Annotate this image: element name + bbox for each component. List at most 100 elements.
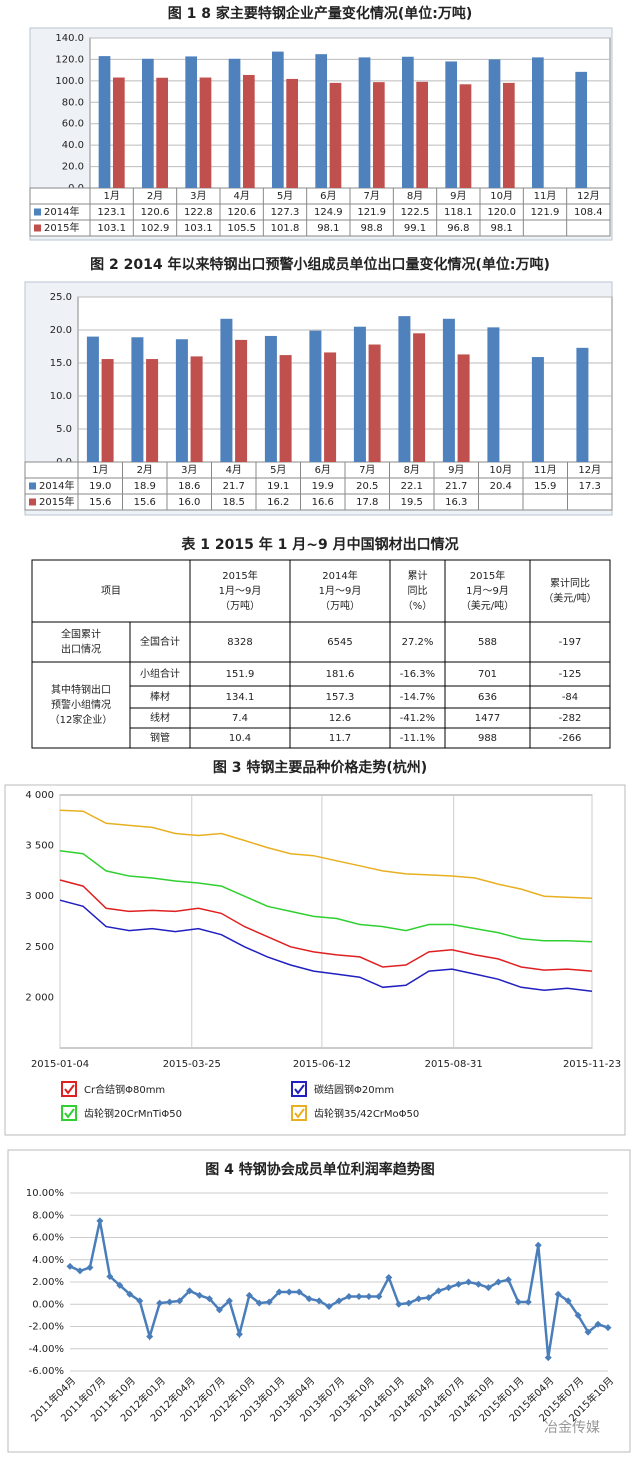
x-tick-label: 3月	[181, 464, 197, 476]
y-tick-label: 4 000	[25, 790, 54, 801]
bar	[324, 352, 337, 462]
bar	[242, 74, 255, 188]
point-marker	[554, 1290, 562, 1298]
legend-check	[64, 1084, 75, 1095]
watermark: 冶金传媒	[544, 1420, 600, 1436]
x-tick-label: 2015-03-25	[163, 1059, 221, 1070]
bar	[576, 347, 589, 462]
table-header: 2014年	[322, 569, 357, 582]
bar	[228, 58, 241, 189]
point-marker	[544, 1354, 552, 1362]
point-marker	[86, 1264, 94, 1272]
table-header: （美元/吨）	[543, 592, 596, 605]
data-label: 122.8	[184, 207, 213, 218]
x-tick-label: 11月	[534, 190, 557, 202]
x-tick-label: 1月	[92, 464, 108, 476]
bar	[235, 339, 248, 462]
data-label: 120.6	[141, 207, 170, 218]
x-tick-label: 2015-06-12	[293, 1059, 351, 1070]
bar	[442, 318, 455, 462]
y-tick-label: 8.00%	[32, 1210, 64, 1221]
table-frame	[31, 559, 611, 749]
point-marker	[534, 1241, 542, 1249]
row-name: 线材	[150, 711, 170, 724]
point-marker	[395, 1300, 403, 1308]
group-label: （12家企业）	[50, 713, 113, 726]
row-name: 棒材	[150, 690, 170, 703]
data-label: 17.8	[356, 497, 378, 508]
bar	[199, 77, 212, 188]
data-label: 16.2	[267, 497, 289, 508]
y-tick-label: -2.00%	[29, 1322, 64, 1333]
x-tick-label: 12月	[577, 190, 600, 202]
point-marker	[126, 1290, 134, 1298]
table-header: （万吨）	[320, 599, 360, 612]
x-tick-label: 11月	[534, 464, 557, 476]
table-header: 2015年	[222, 569, 257, 582]
point-marker	[455, 1280, 463, 1288]
point-marker	[325, 1302, 333, 1310]
legend-label: 碳结圆钢Φ20mm	[314, 1083, 394, 1096]
table-cell: -266	[559, 733, 582, 744]
table-header: （万吨）	[220, 599, 260, 612]
bar	[175, 339, 188, 462]
table-header: （%）	[403, 600, 433, 612]
data-label: 19.9	[312, 481, 334, 492]
data-label: 102.9	[141, 223, 170, 234]
table-header: 累计	[408, 569, 428, 582]
data-label: 103.1	[97, 223, 126, 234]
bar	[445, 61, 458, 188]
bar	[142, 58, 154, 189]
x-tick-label: 5月	[270, 464, 286, 476]
x-tick-label: 9月	[448, 464, 464, 476]
data-label: 20.5	[356, 481, 378, 492]
data-label: 121.9	[531, 207, 560, 218]
data-label: 15.6	[89, 497, 111, 508]
legend-label: 2014年	[39, 479, 74, 492]
y-tick-label: 2 000	[25, 992, 54, 1003]
x-tick-label: 2月	[137, 464, 153, 476]
point-marker	[445, 1284, 453, 1292]
legend-swatch	[34, 224, 41, 232]
row-name: 小组合计	[140, 667, 180, 680]
table-cell: 157.3	[326, 692, 355, 703]
data-label: 18.9	[134, 481, 156, 492]
bar	[459, 84, 472, 188]
point-marker	[106, 1272, 114, 1280]
data-label: 127.3	[271, 207, 300, 218]
bar	[487, 327, 500, 462]
point-marker	[435, 1287, 443, 1295]
bar	[402, 56, 414, 188]
table-cell: 134.1	[226, 692, 255, 703]
chart-title: 图 2 2014 年以来特钢出口预警小组成员单位出口量变化情况(单位:万吨)	[90, 256, 550, 273]
point-marker	[604, 1324, 612, 1332]
point-marker	[574, 1311, 582, 1319]
data-label: 19.5	[401, 497, 423, 508]
data-label: 22.1	[401, 481, 423, 492]
x-tick-label: 4月	[226, 464, 242, 476]
x-tick-label: 5月	[277, 190, 293, 202]
legend-swatch	[291, 1105, 307, 1121]
x-tick-label: 9月	[450, 190, 466, 202]
table-header: 1月～9月	[466, 585, 509, 597]
x-tick-label: 6月	[315, 464, 331, 476]
legend-swatch	[34, 208, 41, 216]
row-name: 钢管	[150, 731, 170, 744]
data-label: 16.3	[445, 497, 467, 508]
data-label: 19.1	[267, 481, 289, 492]
row-name: 全国合计	[140, 635, 180, 648]
data-label: 98.1	[491, 223, 513, 234]
table-cell: 6545	[327, 637, 352, 648]
data-table	[29, 187, 611, 237]
data-label: 15.6	[134, 497, 156, 508]
data-label: 16.0	[178, 497, 200, 508]
point-marker	[355, 1292, 363, 1300]
bar	[309, 330, 322, 462]
data-label: 21.7	[445, 481, 467, 492]
legend-check	[64, 1108, 75, 1119]
point-marker	[245, 1291, 253, 1299]
bar	[353, 326, 366, 462]
legend-label: 2015年	[39, 495, 74, 508]
y-tick-label: -6.00%	[29, 1366, 64, 1377]
bar	[146, 359, 159, 462]
